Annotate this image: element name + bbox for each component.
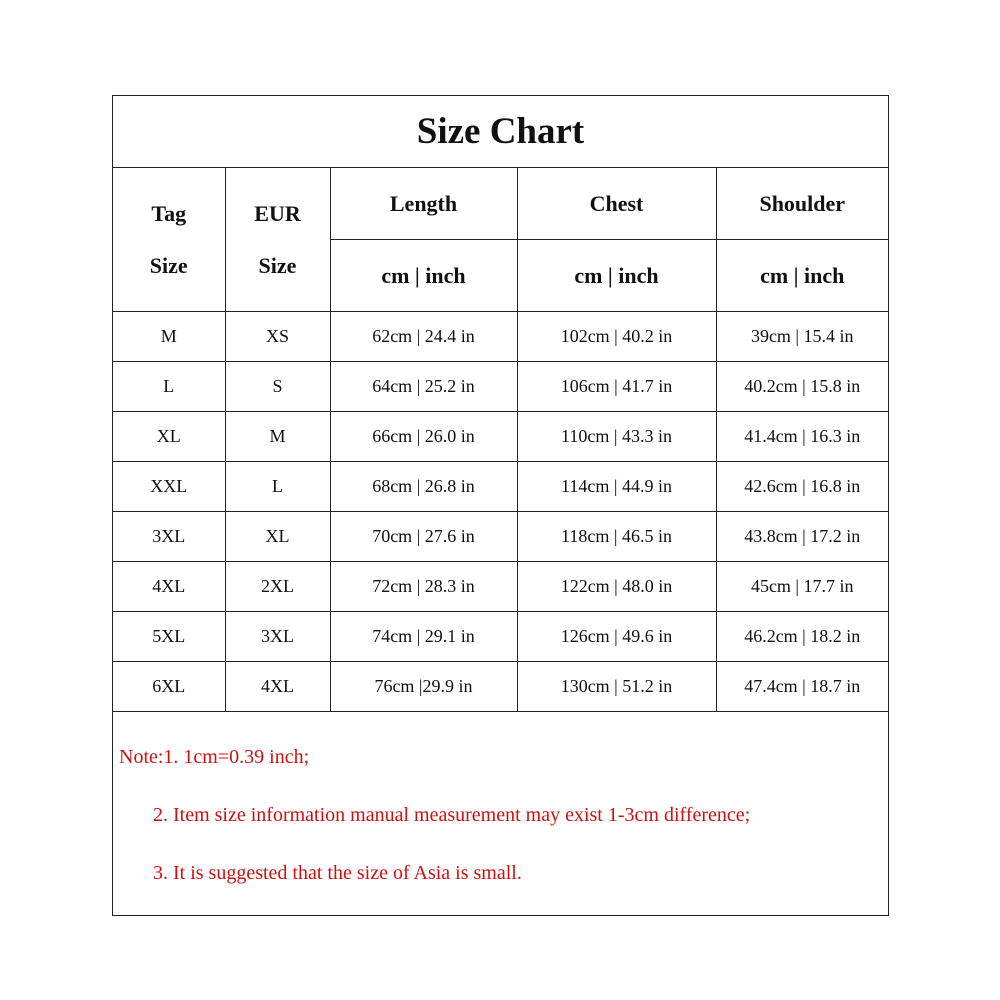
cell-length: 62cm | 24.4 in: [329, 311, 518, 362]
header-tag-size: Tag Size: [113, 167, 226, 312]
unit-length: cm | inch: [330, 239, 518, 312]
header-eur-size: EUR Size: [224, 167, 331, 312]
cell-shoulder: 42.6cm | 16.8 in: [715, 461, 888, 512]
cell-eur-size: 4XL: [224, 661, 331, 712]
table-row: 5XL 3XL 74cm | 29.1 in 126cm | 49.6 in 46.2c…: [113, 611, 888, 662]
header-chest: Chest: [516, 167, 717, 240]
cell-chest: 122cm | 48.0 in: [516, 561, 717, 612]
cell-length: 68cm | 26.8 in: [329, 461, 518, 512]
cell-length: 76cm |29.9 in: [329, 661, 518, 712]
cell-length: 72cm | 28.3 in: [329, 561, 518, 612]
cell-eur-size: XS: [224, 311, 331, 362]
cell-chest: 130cm | 51.2 in: [516, 661, 717, 712]
size-chart: Size Chart Tag Size EUR Size Length Chest …: [112, 95, 889, 916]
cell-eur-size: 3XL: [224, 611, 331, 662]
table-row: 3XL XL 70cm | 27.6 in 118cm | 46.5 in 43.8cm…: [113, 511, 888, 562]
cell-eur-size: XL: [224, 511, 331, 562]
cell-eur-size: S: [224, 361, 331, 412]
note-3: 3. It is suggested that the size of Asia…: [153, 862, 522, 884]
cell-chest: 114cm | 44.9 in: [516, 461, 717, 512]
cell-tag-size: L: [113, 361, 226, 412]
cell-shoulder: 43.8cm | 17.2 in: [715, 511, 888, 562]
notes: Note:1. 1cm=0.39 inch; 2. Item size info…: [113, 716, 888, 915]
chart-title: Size Chart: [113, 96, 888, 168]
cell-eur-size: L: [224, 461, 331, 512]
cell-length: 70cm | 27.6 in: [329, 511, 518, 562]
table-row: L S 64cm | 25.2 in 106cm | 41.7 in 40.2cm | …: [113, 361, 888, 412]
cell-eur-size: M: [224, 411, 331, 462]
header-length: Length: [329, 167, 518, 240]
cell-eur-size: 2XL: [224, 561, 331, 612]
cell-length: 64cm | 25.2 in: [329, 361, 518, 412]
table-row: 6XL 4XL 76cm |29.9 in 130cm | 51.2 in 47.4cm…: [113, 661, 888, 712]
cell-tag-size: XL: [113, 411, 226, 462]
cell-shoulder: 39cm | 15.4 in: [715, 311, 888, 362]
table-row: M XS 62cm | 24.4 in 102cm | 40.2 in 39cm | 1…: [113, 311, 888, 362]
cell-shoulder: 46.2cm | 18.2 in: [715, 611, 888, 662]
unit-shoulder: cm | inch: [715, 239, 888, 312]
cell-chest: 110cm | 43.3 in: [516, 411, 717, 462]
cell-tag-size: M: [113, 311, 226, 362]
cell-shoulder: 47.4cm | 18.7 in: [715, 661, 888, 712]
cell-chest: 126cm | 49.6 in: [516, 611, 717, 662]
table-row: 4XL 2XL 72cm | 28.3 in 122cm | 48.0 in 45cm …: [113, 561, 888, 612]
unit-chest: cm | inch: [516, 239, 717, 312]
note-2: 2. Item size information manual measurem…: [153, 804, 751, 826]
cell-chest: 102cm | 40.2 in: [516, 311, 717, 362]
cell-tag-size: 3XL: [113, 511, 226, 562]
header-shoulder: Shoulder: [715, 167, 888, 240]
table-row: XL M 66cm | 26.0 in 110cm | 43.3 in 41.4cm |…: [113, 411, 888, 462]
cell-tag-size: 4XL: [113, 561, 226, 612]
cell-shoulder: 40.2cm | 15.8 in: [715, 361, 888, 412]
cell-tag-size: XXL: [113, 461, 226, 512]
cell-tag-size: 5XL: [113, 611, 226, 662]
note-1: Note:1. 1cm=0.39 inch;: [119, 746, 310, 768]
cell-length: 74cm | 29.1 in: [329, 611, 518, 662]
size-table: Size Chart Tag Size EUR Size Length Chest …: [113, 96, 888, 712]
cell-length: 66cm | 26.0 in: [329, 411, 518, 462]
cell-shoulder: 45cm | 17.7 in: [715, 561, 888, 612]
cell-shoulder: 41.4cm | 16.3 in: [715, 411, 888, 462]
cell-tag-size: 6XL: [113, 661, 226, 712]
cell-chest: 118cm | 46.5 in: [516, 511, 717, 562]
table-row: XXL L 68cm | 26.8 in 114cm | 44.9 in 42.6cm …: [113, 461, 888, 512]
cell-chest: 106cm | 41.7 in: [516, 361, 717, 412]
